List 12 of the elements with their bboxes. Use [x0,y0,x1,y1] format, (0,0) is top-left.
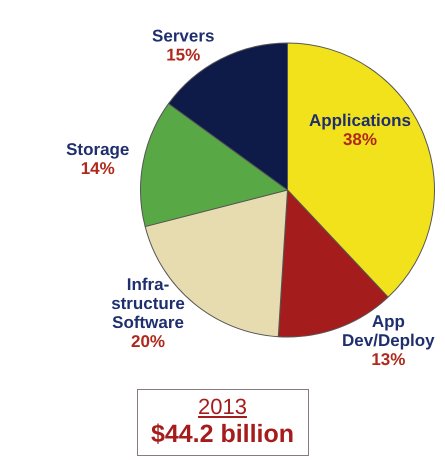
data-label: 14% [80,159,115,178]
slice-label: Applications [308,110,412,130]
text: 2013 [197,394,248,420]
slice-label: Storage [66,140,130,160]
data-label: 15% [166,46,200,65]
slice-label: Servers [152,26,214,46]
data-label: 38% [342,130,378,149]
slice-label: App Dev/Deploy [342,312,436,350]
slice-label: Infra-structure Software [111,275,185,332]
data-label: 20% [131,332,166,352]
data-label: 13% [371,350,406,370]
text: $44.2 billion [150,420,296,449]
